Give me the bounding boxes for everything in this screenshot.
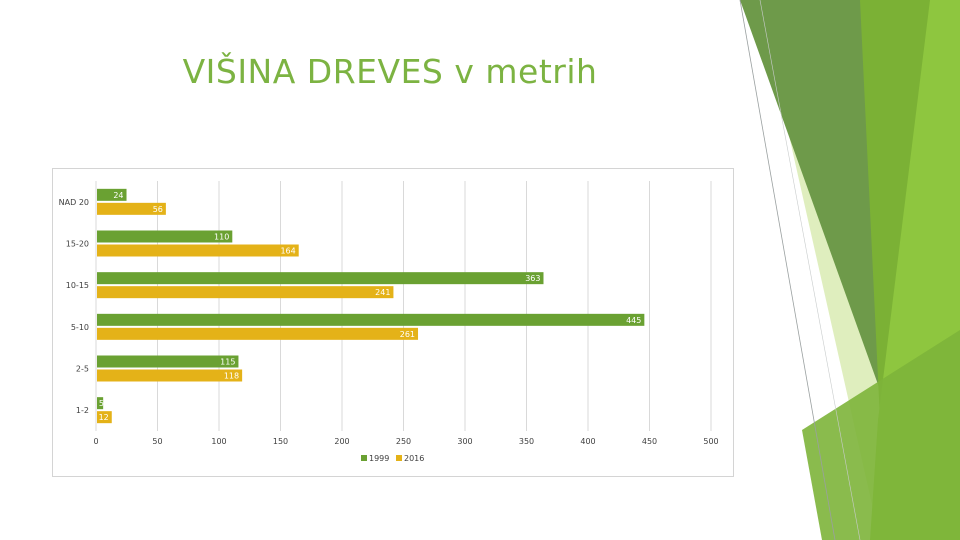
x-tick-label: 200 [334, 437, 349, 446]
legend-label-1999: 1999 [369, 454, 389, 463]
bar-1999 [97, 230, 233, 243]
bar-1999 [97, 397, 104, 410]
category-label: NAD 20 [59, 198, 89, 207]
bar-1999 [97, 188, 127, 201]
legend-swatch-2016 [396, 455, 402, 461]
deco-bottom-green-shape [802, 330, 960, 540]
bar-1999 [97, 313, 645, 326]
data-label: 24 [113, 191, 123, 200]
category-label: 10-15 [66, 281, 89, 290]
deco-mid-green-band [860, 0, 935, 420]
bar-2016 [97, 411, 112, 424]
bar-1999 [97, 272, 544, 285]
data-label: 445 [626, 316, 641, 325]
data-label: 118 [224, 372, 239, 381]
data-label: 115 [220, 358, 235, 367]
x-tick-label: 350 [519, 437, 534, 446]
x-tick-label: 150 [273, 437, 288, 446]
x-tick-label: 0 [93, 437, 98, 446]
x-tick-label: 250 [396, 437, 411, 446]
bar-2016 [97, 369, 243, 382]
bar-2016 [97, 286, 394, 299]
data-label: 56 [153, 205, 163, 214]
category-label: 15-20 [66, 240, 89, 249]
bar-1999 [97, 355, 239, 368]
data-label: 5 [99, 399, 104, 408]
data-label: 241 [375, 288, 390, 297]
x-tick-label: 100 [211, 437, 226, 446]
bar-chart: 0 50 100 150 200 250 300 350 400 450 500 NAD 20 24 56… [59, 181, 719, 463]
deco-dark-green-band [740, 0, 880, 390]
data-label: 261 [400, 330, 415, 339]
data-label: 164 [280, 247, 295, 256]
data-label: 12 [99, 413, 109, 422]
data-label: 363 [525, 274, 540, 283]
chart-panel: 0 50 100 150 200 250 300 350 400 450 500 NAD 20 24 56… [52, 168, 734, 477]
bar-2016 [97, 202, 166, 215]
bar-2016 [97, 327, 419, 340]
deco-thin-line-2 [759, 0, 861, 540]
category-label: 2-5 [76, 365, 89, 374]
x-tick-label: 300 [457, 437, 472, 446]
deco-thin-line-1 [739, 0, 836, 540]
x-tick-label: 500 [703, 437, 718, 446]
x-tick-label: 400 [580, 437, 595, 446]
category-label: 5-10 [71, 323, 89, 332]
slide-title: VIŠINA DREVES v metrih [182, 52, 598, 91]
data-label: 110 [214, 233, 229, 242]
category-label: 1-2 [76, 406, 89, 415]
x-tick-label: 450 [642, 437, 657, 446]
x-tick-label: 50 [152, 437, 162, 446]
legend-swatch-1999 [361, 455, 367, 461]
bar-2016 [97, 244, 299, 257]
legend-label-2016: 2016 [404, 454, 424, 463]
